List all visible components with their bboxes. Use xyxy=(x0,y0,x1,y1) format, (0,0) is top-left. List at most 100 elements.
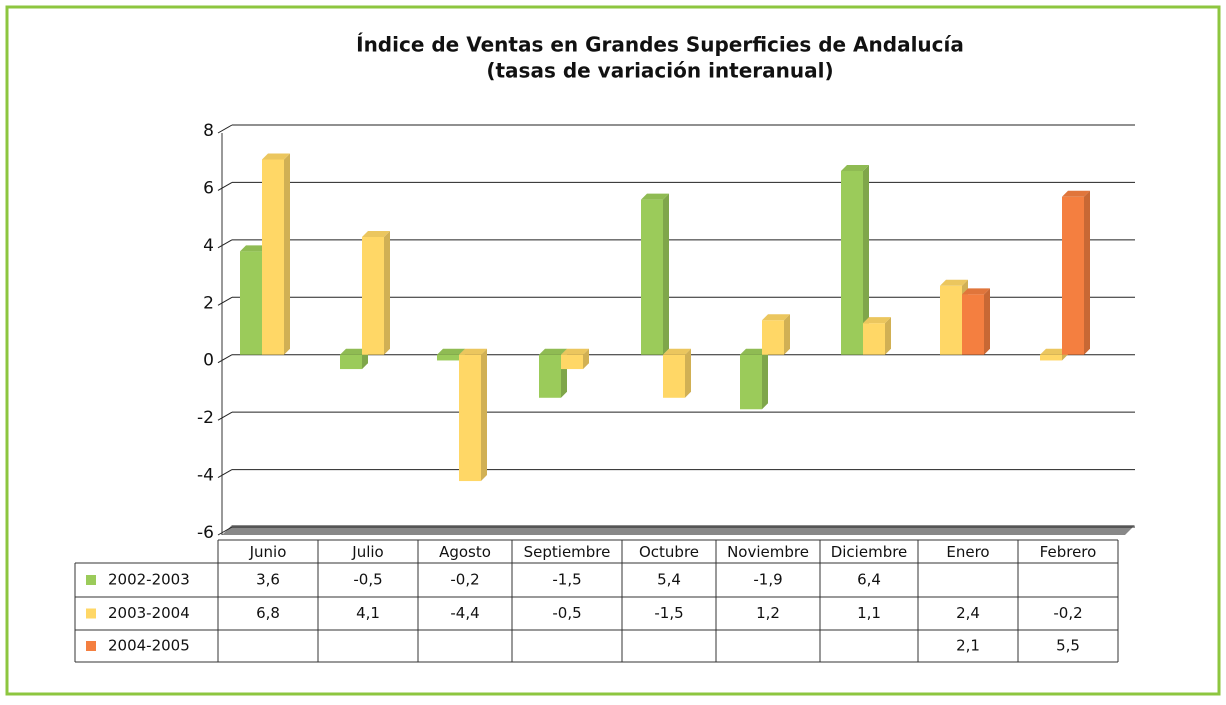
data-label: 6,4 xyxy=(857,571,881,589)
tick-mark xyxy=(217,354,233,364)
bar-side xyxy=(663,193,669,355)
bar-front xyxy=(340,354,362,370)
bar xyxy=(1062,190,1090,355)
y-tick-label: -4 xyxy=(197,466,214,486)
bar-top xyxy=(1062,190,1090,197)
data-label: -4,4 xyxy=(450,604,479,622)
legend-label: 2002-2003 xyxy=(108,571,190,589)
data-label: 2,1 xyxy=(956,637,980,655)
bar-top xyxy=(437,348,465,355)
data-label: 1,1 xyxy=(857,604,881,622)
bar xyxy=(962,288,990,355)
bar-top xyxy=(641,193,669,200)
y-tick-label: 6 xyxy=(203,178,214,198)
data-label: -0,2 xyxy=(450,571,479,589)
bar-side xyxy=(583,348,589,370)
bar-top xyxy=(459,348,487,355)
bar-side xyxy=(481,348,487,482)
bar xyxy=(561,348,589,370)
y-tick-label: 4 xyxy=(203,236,214,256)
tick-mark xyxy=(217,239,233,249)
bar-top xyxy=(262,153,290,160)
bar-top xyxy=(940,279,968,286)
y-tick-label: 8 xyxy=(203,121,214,141)
bar-side xyxy=(984,288,990,355)
bar-top xyxy=(539,348,567,355)
y-tick-label: 0 xyxy=(203,351,214,371)
x-tick-label: Agosto xyxy=(439,543,491,561)
data-label: -1,5 xyxy=(552,571,581,589)
bar-front xyxy=(1040,354,1062,361)
bar-side xyxy=(1084,190,1090,355)
tick-mark xyxy=(217,181,233,191)
bar-front xyxy=(1062,196,1084,355)
legend-label: 2003-2004 xyxy=(108,604,190,622)
bar xyxy=(340,348,368,370)
chart-title: Índice de Ventas en Grandes Superficies … xyxy=(356,33,964,57)
bar xyxy=(459,348,487,482)
bar xyxy=(841,164,869,355)
bar-front xyxy=(459,354,481,482)
bar-front xyxy=(841,170,863,355)
bar-side xyxy=(863,164,869,355)
bar-front xyxy=(663,354,685,398)
data-label: 4,1 xyxy=(356,604,380,622)
bar-top xyxy=(962,288,990,295)
x-tick-label: Octubre xyxy=(639,543,699,561)
bar xyxy=(362,230,390,355)
bar-top xyxy=(1040,348,1068,355)
bar xyxy=(641,193,669,355)
bar-front xyxy=(561,354,583,370)
bar-top xyxy=(663,348,691,355)
bar xyxy=(740,348,768,410)
bar xyxy=(262,153,290,355)
bar-side xyxy=(685,348,691,398)
bar-side xyxy=(384,230,390,355)
bar-side xyxy=(284,153,290,355)
bar-front xyxy=(262,159,284,355)
bar-top xyxy=(340,348,368,355)
data-label: 5,5 xyxy=(1056,637,1080,655)
bar-top xyxy=(841,164,869,171)
y-tick-label: -6 xyxy=(197,523,214,543)
y-tick-label: -2 xyxy=(197,408,214,428)
bar-front xyxy=(539,354,561,398)
x-tick-label: Febrero xyxy=(1040,543,1097,561)
bar xyxy=(762,314,790,355)
bar-front xyxy=(362,236,384,355)
x-tick-label: Noviembre xyxy=(727,543,809,561)
bar xyxy=(663,348,691,398)
bar-side xyxy=(784,314,790,355)
bar-side xyxy=(885,317,891,355)
legend-label: 2004-2005 xyxy=(108,637,190,655)
legend-swatch xyxy=(86,641,96,651)
bar-front xyxy=(940,285,962,355)
bar xyxy=(863,317,891,355)
frame xyxy=(5,5,1221,696)
data-label: 3,6 xyxy=(256,571,280,589)
bar-front xyxy=(762,320,784,355)
data-label: -1,9 xyxy=(753,571,782,589)
bar-front xyxy=(641,199,663,355)
legend-swatch xyxy=(86,575,96,585)
data-label: 5,4 xyxy=(657,571,681,589)
bar-front xyxy=(863,323,885,355)
tick-mark xyxy=(217,124,233,134)
data-label: -0,5 xyxy=(353,571,382,589)
bar-front xyxy=(740,354,762,410)
data-label: -1,5 xyxy=(654,604,683,622)
bar-top xyxy=(240,245,268,252)
bar-top xyxy=(362,230,390,237)
bar-top xyxy=(740,348,768,355)
tick-mark xyxy=(217,526,233,536)
bar-top xyxy=(561,348,589,355)
tick-mark xyxy=(217,469,233,479)
data-label: -0,2 xyxy=(1053,604,1082,622)
tick-mark xyxy=(217,296,233,306)
bar-top xyxy=(863,317,891,324)
data-label: 2,4 xyxy=(956,604,980,622)
data-label: -0,5 xyxy=(552,604,581,622)
bar-front xyxy=(962,294,984,355)
